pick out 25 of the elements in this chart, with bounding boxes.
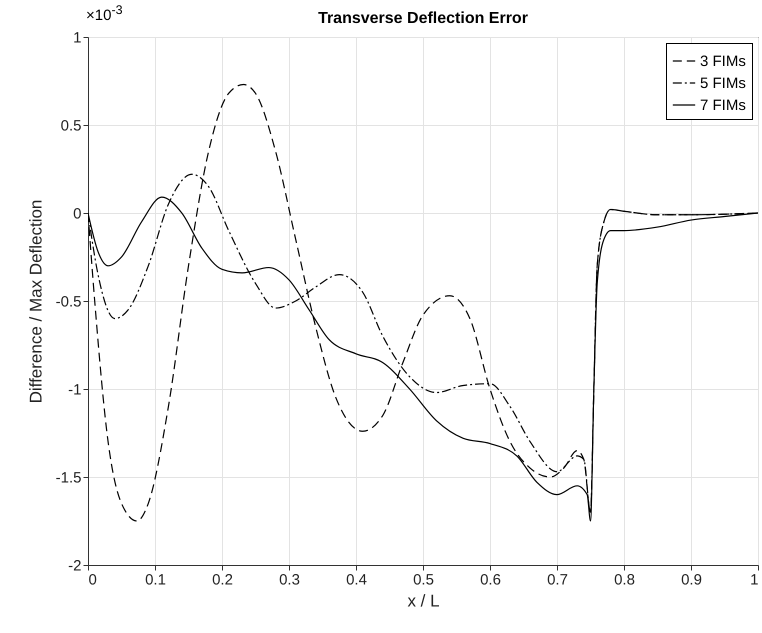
x-tick-label: 0.2: [212, 572, 233, 588]
legend-label: 7 FIMs: [700, 97, 746, 114]
x-tick-label: 0.7: [547, 572, 568, 588]
y-tick-label: 1: [73, 30, 82, 46]
x-tick-label: 0.3: [279, 572, 300, 588]
x-tick-label: 0.1: [145, 572, 166, 588]
y-tick-label: 0.5: [60, 118, 82, 134]
legend-label: 5 FIMs: [700, 75, 746, 92]
x-tick-label: 0: [88, 572, 97, 588]
text: ×10$^{-3}$: [86, 3, 123, 24]
y-tick-label: -0.5: [56, 294, 82, 310]
x-tick-label: 0.5: [413, 572, 434, 588]
y-tick-label: -1.5: [56, 470, 82, 486]
legend-label: 3 FIMs: [700, 53, 746, 70]
x-tick-label: 0.6: [480, 572, 501, 588]
y-tick-label: 0: [73, 206, 82, 222]
x-tick-label: 0.8: [614, 572, 635, 588]
y-axis-title: Difference / Max Deflection: [26, 200, 46, 404]
y-tick-label: -1: [68, 382, 82, 398]
x-tick-label: 1: [750, 572, 758, 588]
x-axis-title: x / L: [407, 592, 440, 610]
x-tick-label: 0.4: [346, 572, 367, 588]
chart-title: Transverse Deflection Error: [318, 10, 528, 27]
y-tick-label: -2: [68, 558, 82, 574]
x-tick-label: 0.9: [681, 572, 702, 588]
